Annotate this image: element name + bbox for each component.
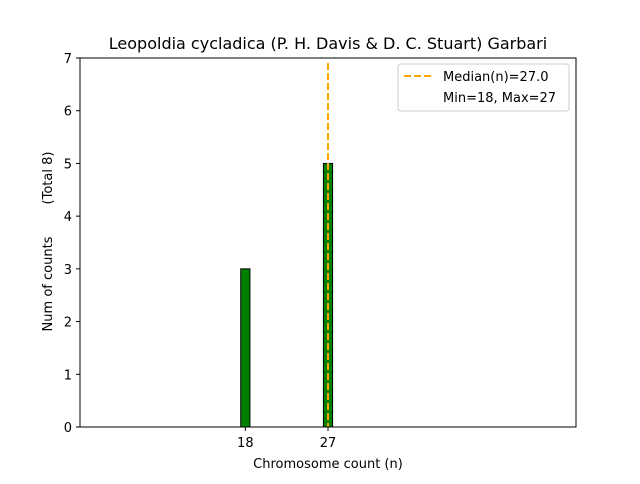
legend: Median(n)=27.0 Min=18, Max=27 <box>397 63 570 112</box>
y-tick-label-4: 4 <box>64 210 72 225</box>
legend-median-label: Median(n)=27.0 <box>443 70 549 85</box>
y-axis-label: Num of counts <box>41 236 56 331</box>
bar-18 <box>240 268 251 428</box>
y-tick-label-5: 5 <box>64 157 72 172</box>
y-tick-label-3: 3 <box>64 263 72 278</box>
y-tick-label-6: 6 <box>64 105 72 120</box>
y-axis-total-label: (Total 8) <box>41 152 56 205</box>
x-axis: 18 27 <box>237 427 336 451</box>
x-axis-label: Chromosome count (n) <box>253 457 403 472</box>
y-axis: 0 1 2 3 4 5 6 7 <box>64 52 80 436</box>
chart-title: Leopoldia cycladica (P. H. Davis & D. C.… <box>109 34 547 53</box>
x-tick-label-18: 18 <box>237 436 254 451</box>
y-tick-label-0: 0 <box>64 421 72 436</box>
plot-area <box>80 63 361 428</box>
y-tick-label-1: 1 <box>64 368 72 383</box>
legend-box <box>397 63 570 112</box>
legend-minmax-label: Min=18, Max=27 <box>443 91 556 106</box>
y-tick-label-2: 2 <box>64 316 72 331</box>
y-tick-label-7: 7 <box>64 52 72 67</box>
x-tick-label-27: 27 <box>320 436 337 451</box>
